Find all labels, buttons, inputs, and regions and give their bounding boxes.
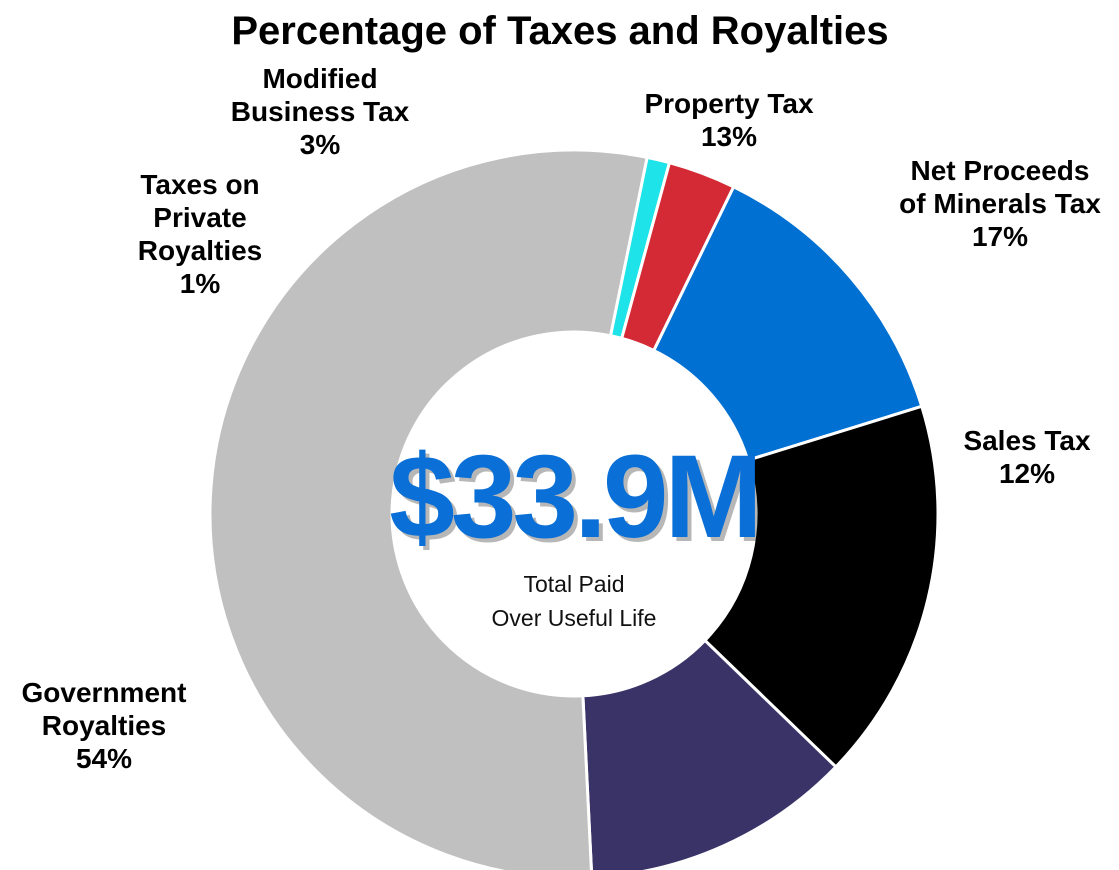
slice-label-line: of Minerals Tax [899, 188, 1101, 219]
donut-slice [651, 184, 924, 463]
donut-slice [581, 638, 838, 870]
slice-label-line: Net Proceeds [911, 155, 1090, 186]
slice-label: Net Proceeds of Minerals Tax 17% [899, 155, 1101, 252]
slice-percent: 12% [999, 458, 1055, 489]
slice-label-line: Sales Tax [963, 425, 1091, 456]
slice-label-line: Business Tax [231, 96, 410, 127]
slice-label-line: Property Tax [644, 88, 814, 119]
center-caption-line-1: Total Paid [523, 571, 624, 597]
donut-slice [702, 404, 940, 769]
slice-label-line: Government [22, 677, 187, 708]
slice-percent: 13% [701, 121, 757, 152]
slice-labels: Property Tax 13% Net Proceeds of Minerals T… [22, 63, 1102, 774]
slice-label: Modified Business Tax 3% [231, 63, 410, 160]
slice-label-line: Royalties [138, 235, 263, 266]
slice-label-line: Modified [262, 63, 377, 94]
slice-label-line: Taxes on [140, 169, 259, 200]
slice-percent: 1% [180, 268, 221, 299]
slice-label-line: Royalties [42, 710, 167, 741]
center-caption-line-2: Over Useful Life [492, 605, 657, 631]
donut-slice [619, 160, 736, 353]
center-value-shadow: $33.9M [393, 435, 763, 567]
slice-label: Taxes on Private Royalties 1% [138, 169, 263, 299]
slice-label: Government Royalties 54% [22, 677, 187, 774]
slice-label-line: Private [153, 202, 246, 233]
slice-percent: 54% [76, 743, 132, 774]
donut-slice [208, 148, 649, 870]
chart-title: Percentage of Taxes and Royalties [231, 9, 888, 53]
slice-label: Sales Tax 12% [963, 425, 1091, 489]
slice-percent: 3% [300, 129, 341, 160]
slice-percent: 17% [972, 221, 1028, 252]
slice-label: Property Tax 13% [644, 88, 814, 152]
donut-slices [208, 148, 940, 870]
center-total-value: $33.9M [389, 431, 759, 563]
